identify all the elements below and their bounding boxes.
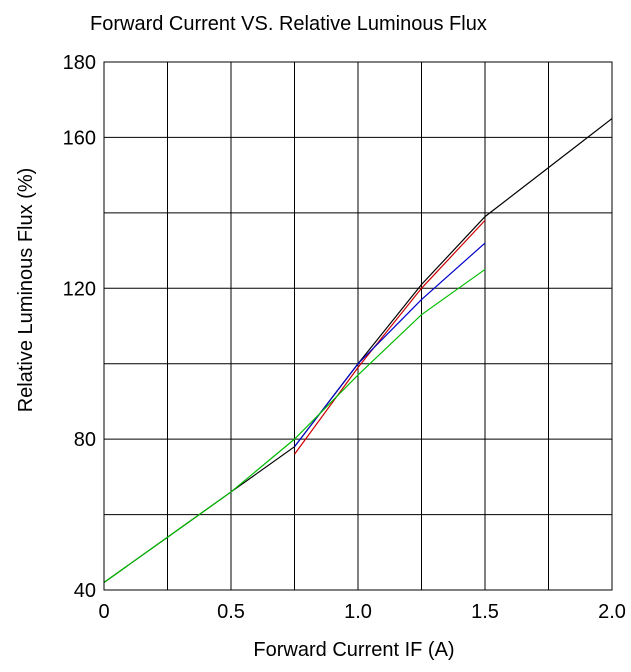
x-axis-label: Forward Current IF (A)	[253, 639, 454, 661]
chart-title: Forward Current VS. Relative Luminous Fl…	[90, 13, 487, 35]
y-tick-label: 120	[63, 278, 96, 300]
y-tick-label: 180	[63, 52, 96, 74]
series-line-4	[103, 268, 486, 583]
x-tick-label: 0.5	[217, 601, 245, 623]
grid	[103, 61, 613, 591]
y-tick-label: 80	[74, 429, 96, 451]
y-tick-label: 160	[63, 127, 96, 149]
x-tick-label: 1.0	[344, 601, 372, 623]
series-lines	[103, 118, 613, 583]
x-tick-label: 2.0	[598, 601, 626, 623]
x-tick-labels: 0 0.5 1.0 1.5 2.0	[98, 601, 625, 623]
series-line-3	[294, 242, 486, 448]
x-tick-label: 0	[98, 601, 109, 623]
y-axis-label: Relative Luminous Flux (%)	[15, 168, 37, 413]
series-line-2	[294, 219, 486, 455]
y-tick-label: 40	[74, 580, 96, 602]
y-tick-labels: 40 80 120 160 180	[63, 52, 96, 602]
plot-frame	[103, 61, 613, 591]
x-tick-label: 1.5	[471, 601, 499, 623]
